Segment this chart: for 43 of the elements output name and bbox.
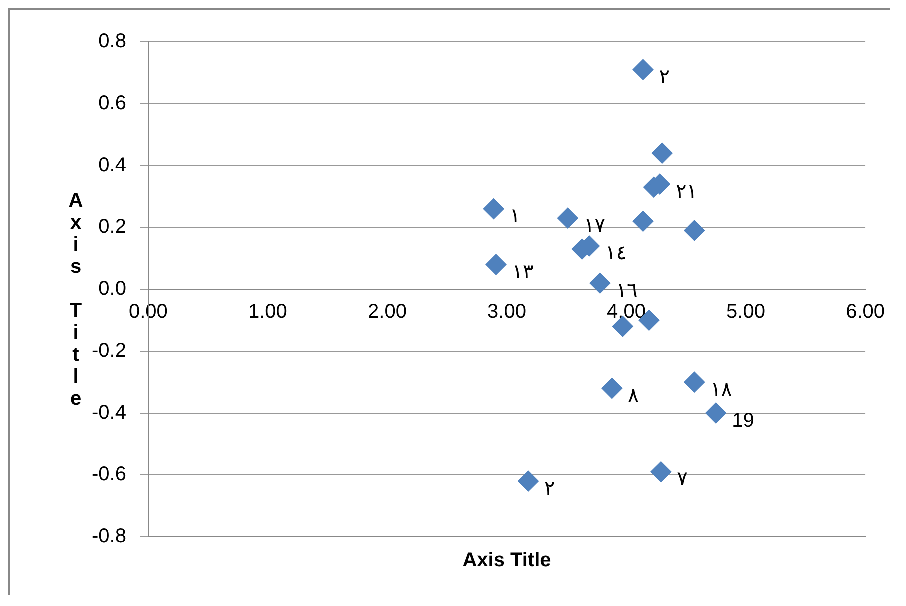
point [684, 220, 706, 242]
point [632, 59, 654, 80]
x-tick-label: 2.00 [368, 301, 407, 324]
y-tick-label: 0.8 [98, 30, 126, 53]
y-tick-label: -0.6 [92, 464, 126, 486]
point [590, 272, 611, 294]
y-tick-label: 0.6 [98, 92, 126, 114]
x-tick-label: 1.00 [248, 301, 288, 324]
x-tick-label: 4.00 [607, 301, 646, 324]
point [557, 208, 578, 229]
point [602, 378, 623, 399]
x-tick-label: 3.00 [488, 301, 526, 324]
x-tick-label: 5.00 [726, 301, 766, 324]
text: 19 [732, 410, 754, 432]
y-tick-label: -0.8 [92, 526, 126, 548]
y-tick-label: 0.0 [98, 278, 126, 300]
x-axis-title: Axis Title [462, 550, 552, 572]
text: ٨ [628, 385, 639, 408]
text: ١٧ [584, 214, 606, 237]
y-tick-label: -0.2 [92, 340, 126, 362]
x-tick-label: 0.00 [128, 301, 168, 324]
point [652, 142, 673, 164]
text: ١٤ [605, 242, 627, 265]
y-axis-title: Axis Title [65, 190, 87, 410]
text: ١ [510, 206, 521, 228]
text: ٧ [677, 468, 688, 491]
y-tick-label: 0.4 [98, 154, 126, 176]
y-tick-label: -0.4 [92, 402, 126, 424]
text: ٢١ [676, 180, 698, 203]
point [706, 402, 727, 424]
point [518, 470, 540, 492]
point [486, 254, 507, 276]
text: ١٣ [512, 261, 534, 284]
text: ٢ [659, 66, 670, 88]
text: ١٨ [710, 378, 732, 401]
point [632, 210, 654, 232]
y-tick-label: 0.2 [98, 216, 126, 238]
text: ١٦ [616, 280, 638, 302]
point [650, 462, 672, 483]
point [684, 372, 706, 393]
point [483, 198, 504, 220]
x-tick-label: 6.00 [846, 301, 886, 324]
text: ٢ [544, 478, 556, 500]
